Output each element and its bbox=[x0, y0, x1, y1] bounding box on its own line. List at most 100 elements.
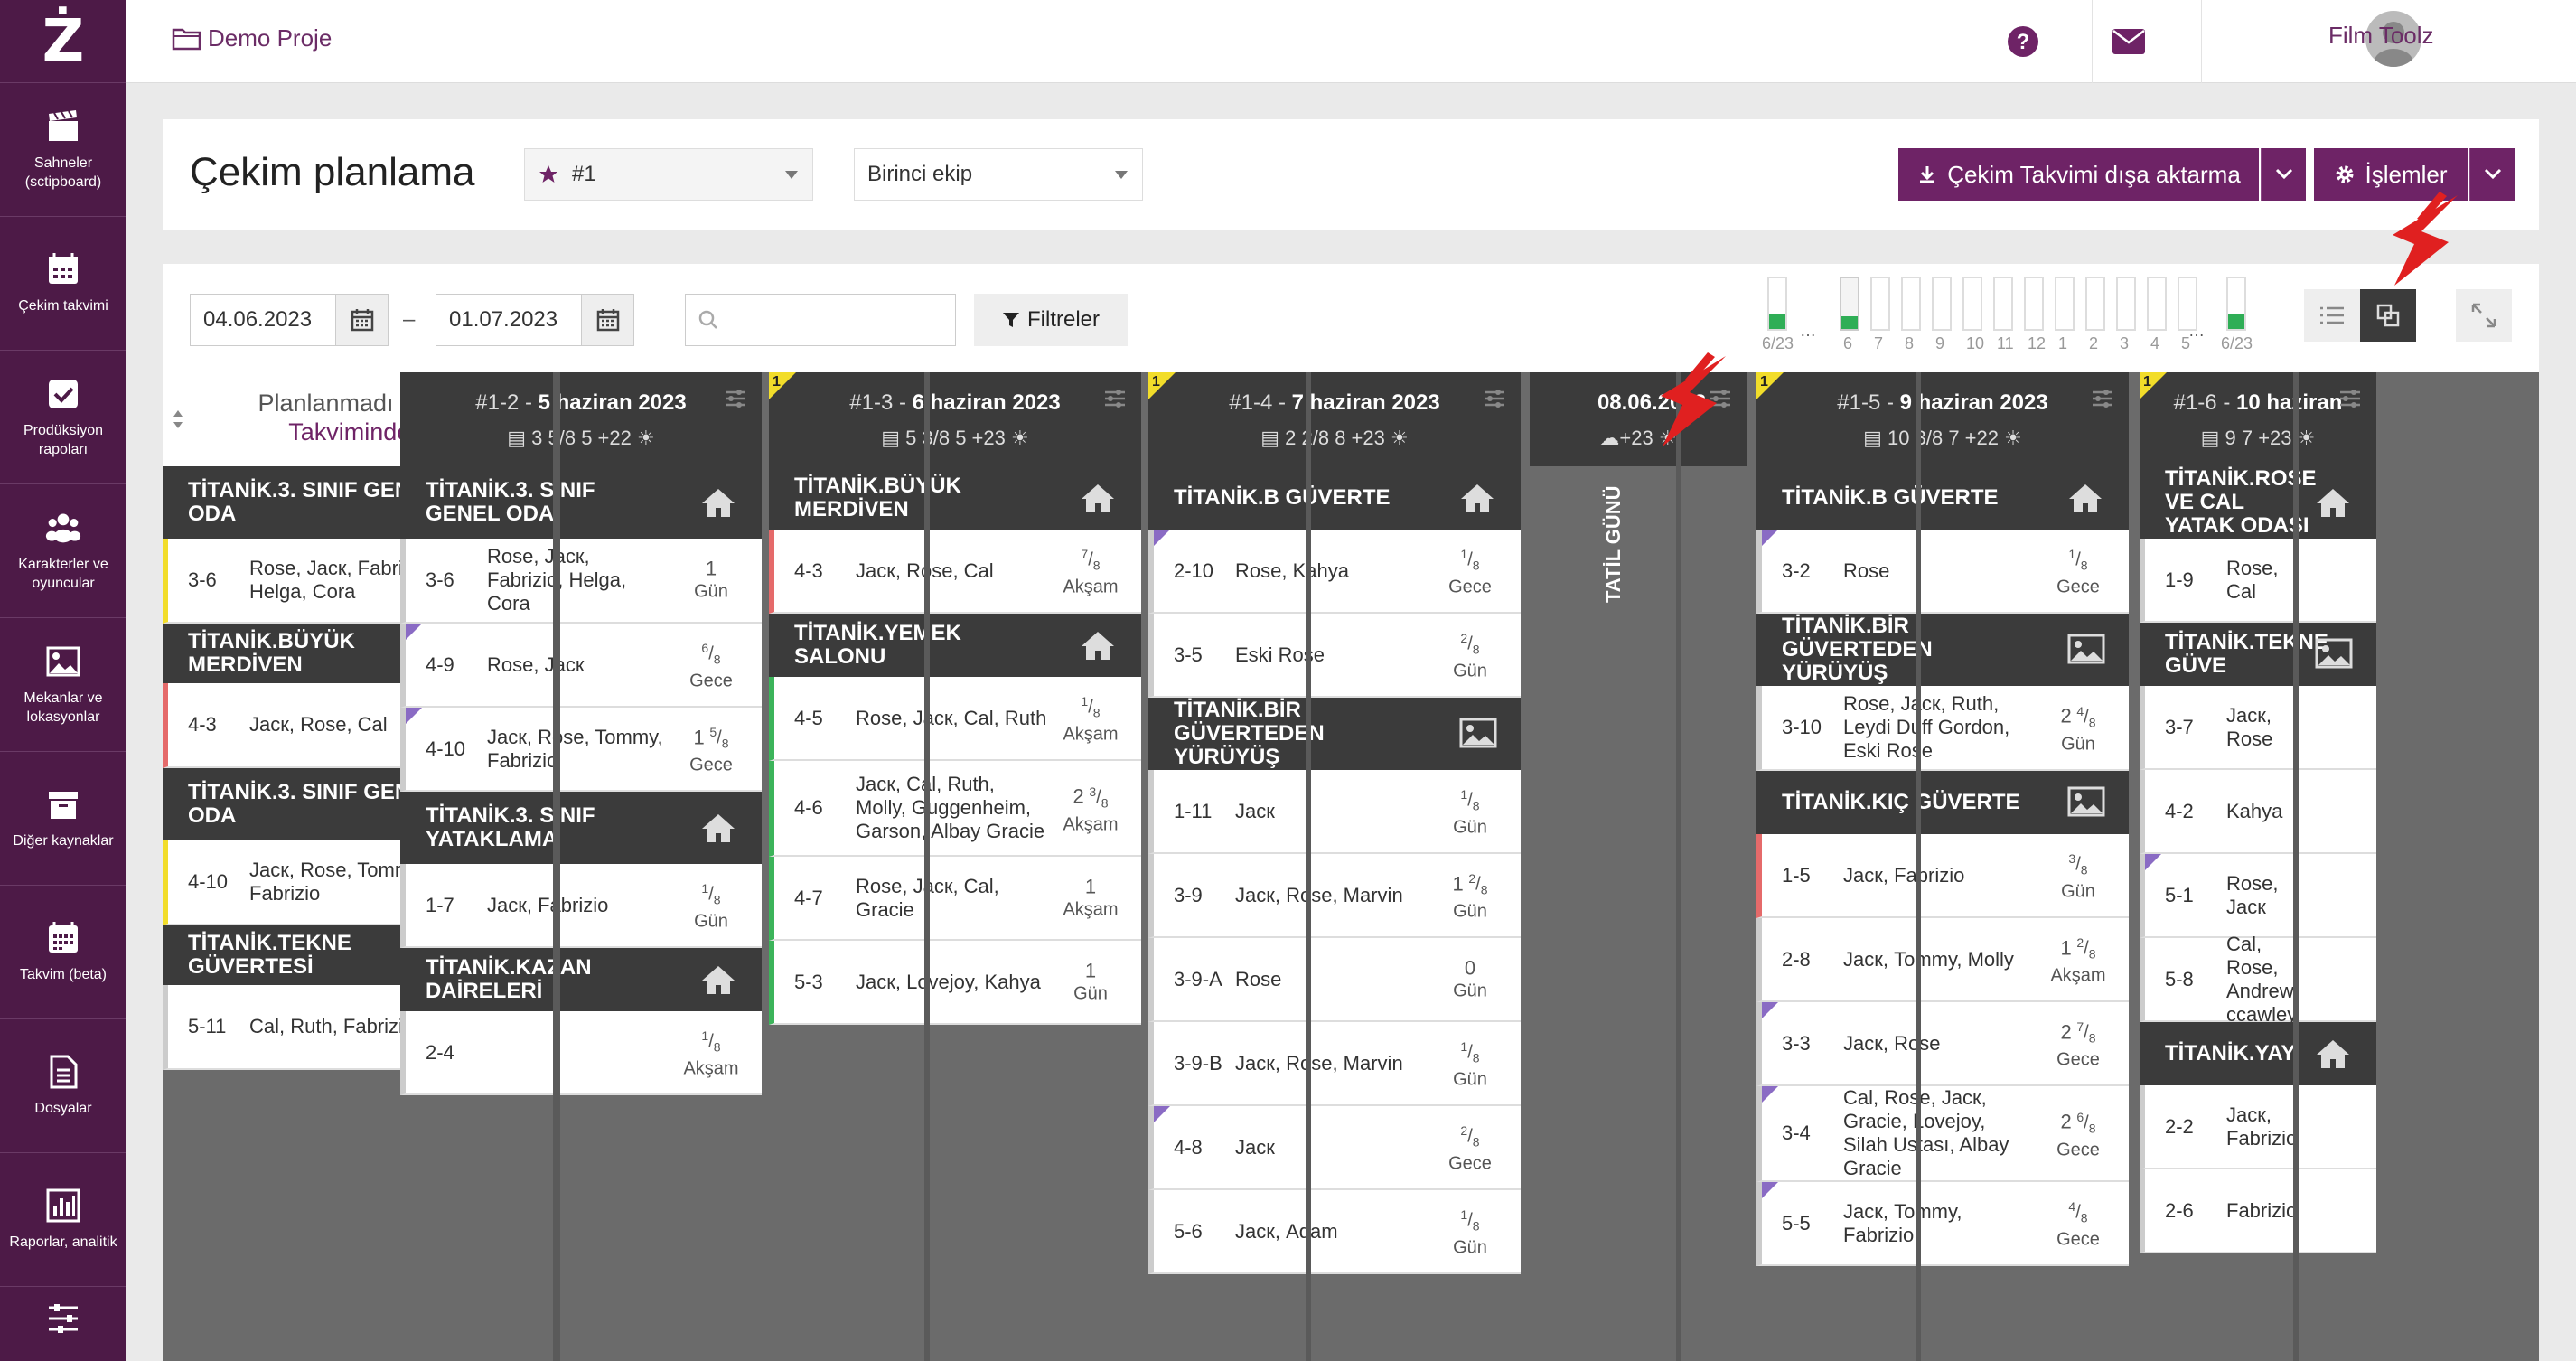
column-settings-icon[interactable] bbox=[724, 389, 747, 408]
location-header[interactable]: TİTANİK.BİR GÜVERTEDEN YÜRÜYÜŞ bbox=[1756, 614, 2129, 686]
scene-card[interactable]: 1-5 Jacк, Fabrizio 3/8 Gün bbox=[1756, 834, 2129, 918]
day-usage-bar[interactable] bbox=[1962, 277, 1982, 331]
location-header[interactable]: TİTANİK.KAZAN DAİRELERİ bbox=[400, 948, 762, 1011]
scene-card[interactable]: 4-7 Rose, Jacк, Cal, Gracie 1 Akşam bbox=[769, 857, 1141, 941]
crew-select[interactable]: Birinci ekip bbox=[854, 148, 1143, 201]
scene-card[interactable]: 2-4 1/8 Akşam bbox=[400, 1011, 762, 1095]
sidebar-item-chart[interactable]: Raporlar, analitik bbox=[0, 1153, 126, 1287]
day-usage-bar[interactable] bbox=[2178, 277, 2197, 331]
scene-card[interactable]: 2-8 Jacк, Tommy, Molly 1 2/8 Akşam bbox=[1756, 918, 2129, 1002]
sidebar-item-people[interactable]: Karakterler ve oyuncular bbox=[0, 484, 126, 618]
day-usage-bar[interactable] bbox=[1932, 277, 1952, 331]
location-header[interactable]: TİTANİK.YAY bbox=[2140, 1022, 2376, 1085]
column-settings-icon[interactable] bbox=[1709, 389, 1732, 408]
scene-card[interactable]: 4-8 Jacк 2/8 Gece bbox=[1148, 1106, 1521, 1190]
scene-card[interactable]: 3-9-A Rose 0 Gün bbox=[1148, 938, 1521, 1022]
location-header[interactable]: TİTANİK.B GÜVERTE bbox=[1148, 466, 1521, 530]
breadcrumb-project[interactable]: Demo Proje bbox=[172, 24, 332, 52]
scene-card[interactable]: 1-7 Jacк, Fabrizio 1/8 Gün bbox=[400, 864, 762, 948]
scene-card[interactable]: 4-3 Jacк, Rose, Cal 7/8 Akşam bbox=[769, 530, 1141, 614]
sidebar-item-calendar-grid[interactable]: Takvim (beta) bbox=[0, 886, 126, 1019]
day-usage-bar[interactable] bbox=[1840, 277, 1859, 331]
location-header[interactable]: TİTANİK.BÜYÜK MERDİVEN bbox=[769, 466, 1141, 530]
day-usage-bar[interactable] bbox=[2055, 277, 2075, 331]
scene-card[interactable]: 3-10 Rose, Jacк, Ruth, Leydi Duff Gordon,… bbox=[1756, 686, 2129, 771]
scene-card[interactable]: 2-2 Jacк, Fabrizio bbox=[2140, 1085, 2376, 1169]
day-header[interactable]: #1-2 - 5 haziran 2023 ▤ 3 5/8 5 +22 ☀ bbox=[400, 372, 762, 466]
column-settings-icon[interactable] bbox=[2091, 389, 2114, 408]
scene-card[interactable]: 3-9-B Jacк, Rose, Marvin 1/8 Gün bbox=[1148, 1022, 1521, 1106]
sidebar-item-clapperboard[interactable]: Sahneler (sctipboard) bbox=[0, 83, 126, 217]
column-settings-icon[interactable] bbox=[2338, 389, 2362, 408]
location-header[interactable]: TİTANİK.ROSE VE CAL YATAK ODASI bbox=[2140, 466, 2376, 539]
sidebar-item-archive[interactable]: Diğer kaynaklar bbox=[0, 752, 126, 886]
actions-dropdown-button[interactable] bbox=[2469, 148, 2515, 201]
scene-card[interactable]: 4-2 Kahya bbox=[2140, 770, 2376, 854]
day-usage-bar[interactable] bbox=[2147, 277, 2167, 331]
user-name[interactable]: Film Toolz bbox=[2328, 22, 2434, 49]
location-header[interactable]: TİTANİK.3. SINIF YATAKLAMA bbox=[400, 792, 762, 864]
sidebar-item-image[interactable]: Mekanlar ve lokasyonlar bbox=[0, 618, 126, 752]
scene-card[interactable]: 4-6 Jacк, Cal, Ruth, Molly, Guggenheim, G… bbox=[769, 761, 1141, 857]
export-button[interactable]: Çekim Takvimi dışa aktarma bbox=[1898, 148, 2259, 201]
day-header[interactable]: 1 #1-6 - 10 haziran ▤ 9 7 +23 ☀ bbox=[2140, 372, 2376, 466]
actions-button[interactable]: İşlemler bbox=[2314, 148, 2468, 201]
scene-card[interactable]: 3-2 Rose 1/8 Gece bbox=[1756, 530, 2129, 614]
calendar-icon[interactable] bbox=[581, 295, 633, 345]
board-view-button[interactable] bbox=[2360, 289, 2416, 342]
sidebar-item-checkbox[interactable]: Prodüksiyon rapoları bbox=[0, 351, 126, 484]
day-usage-bar[interactable] bbox=[1901, 277, 1921, 331]
scene-card[interactable]: 4-5 Rose, Jacк, Cal, Ruth 1/8 Akşam bbox=[769, 677, 1141, 761]
day-usage-bar[interactable] bbox=[1870, 277, 1890, 331]
sidebar-item-sliders[interactable] bbox=[0, 1287, 126, 1359]
scene-card[interactable]: 3-9 Jacк, Rose, Marvin 1 2/8 Gün bbox=[1148, 854, 1521, 938]
day-usage-bar[interactable] bbox=[2085, 277, 2105, 331]
location-header[interactable]: TİTANİK.B GÜVERTE bbox=[1756, 466, 2129, 530]
location-header[interactable]: TİTANİK.TEKNE GÜVE bbox=[2140, 623, 2376, 686]
date-from-input[interactable]: 04.06.2023 bbox=[190, 294, 389, 346]
sidebar-item-document[interactable]: Dosyalar bbox=[0, 1019, 126, 1153]
location-header[interactable]: TİTANİK.KIÇ GÜVERTE bbox=[1756, 771, 2129, 834]
day-usage-bar[interactable] bbox=[1767, 277, 1787, 331]
scene-card[interactable]: 3-7 Jacк, Rose bbox=[2140, 686, 2376, 770]
scene-card[interactable]: 3-4 Cal, Rose, Jacк, Gracie, Lovejoy, Sil… bbox=[1756, 1086, 2129, 1182]
scene-card[interactable]: 5-1 Rose, Jacк bbox=[2140, 854, 2376, 938]
day-usage-bar[interactable] bbox=[2024, 277, 2044, 331]
mail-icon[interactable] bbox=[2110, 23, 2148, 61]
date-to-input[interactable]: 01.07.2023 bbox=[436, 294, 634, 346]
scene-card[interactable]: 1-11 Jacк 1/8 Gün bbox=[1148, 770, 1521, 854]
day-header[interactable]: 1 #1-3 - 6 haziran 2023 ▤ 5 3/8 5 +23 ☀ bbox=[769, 372, 1141, 466]
scene-card[interactable]: 5-8 Cal, Rose, Andrew ccawley bbox=[2140, 933, 2376, 1026]
search-input[interactable] bbox=[685, 294, 956, 346]
day-usage-bar[interactable] bbox=[2116, 277, 2136, 331]
calendar-icon[interactable] bbox=[335, 295, 388, 345]
scene-card[interactable]: 1-9 Rose, Cal bbox=[2140, 539, 2376, 623]
column-settings-icon[interactable] bbox=[1103, 389, 1127, 408]
scene-card[interactable]: 3-3 Jacк, Rose 2 7/8 Gece bbox=[1756, 1002, 2129, 1086]
help-icon[interactable]: ? bbox=[2004, 23, 2042, 61]
fullscreen-button[interactable] bbox=[2456, 289, 2512, 342]
scene-card[interactable]: 2-10 Rose, Kahya 1/8 Gece bbox=[1148, 530, 1521, 614]
scene-card[interactable]: 4-10 Jacк, Rose, Tommy, Fabrizio 1 5/8 Gece bbox=[400, 708, 762, 792]
day-usage-bar[interactable] bbox=[1993, 277, 2013, 331]
list-view-button[interactable] bbox=[2304, 289, 2360, 342]
column-settings-icon[interactable] bbox=[1483, 389, 1506, 408]
app-logo[interactable]: Ż bbox=[0, 0, 126, 83]
sidebar-item-calendar[interactable]: Çekim takvimi bbox=[0, 217, 126, 351]
filters-button[interactable]: Filtreler bbox=[974, 294, 1128, 346]
version-select[interactable]: #1 bbox=[524, 148, 813, 201]
location-header[interactable]: TİTANİK.3. SINIF GENEL ODA bbox=[400, 466, 762, 539]
day-header[interactable]: 1 #1-4 - 7 haziran 2023 ▤ 2 2/8 8 +23 ☀ bbox=[1148, 372, 1521, 466]
holiday-header[interactable]: 08.06.2023 ☁+23 ☀ bbox=[1530, 372, 1747, 466]
day-header[interactable]: 1 #1-5 - 9 haziran 2023 ▤ 10 3/8 7 +22 ☀ bbox=[1756, 372, 2129, 466]
day-usage-bar[interactable] bbox=[2226, 277, 2246, 331]
scene-card[interactable]: 2-6 Fabrizio bbox=[2140, 1169, 2376, 1253]
location-header[interactable]: TİTANİK.YEMEK SALONU bbox=[769, 614, 1141, 677]
scene-card[interactable]: 5-5 Jacк, Tommy, Fabrizio 4/8 Gece bbox=[1756, 1182, 2129, 1266]
export-dropdown-button[interactable] bbox=[2261, 148, 2306, 201]
scene-card[interactable]: 5-6 Jacк, Adam 1/8 Gün bbox=[1148, 1190, 1521, 1274]
sort-icon[interactable] bbox=[172, 408, 184, 430]
scene-card[interactable]: 5-3 Jacк, Lovejoy, Kahya 1 Gün bbox=[769, 941, 1141, 1025]
scene-card[interactable]: 3-5 Eski Rose 2/8 Gün bbox=[1148, 614, 1521, 698]
